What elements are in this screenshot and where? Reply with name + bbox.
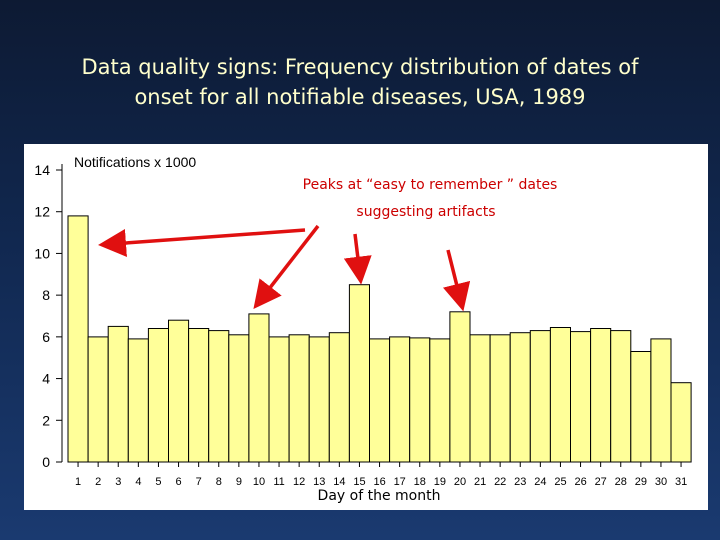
bar-day-30 xyxy=(650,338,672,463)
x-tick-label-10: 10 xyxy=(253,476,265,488)
bar-day-13 xyxy=(308,336,330,463)
annotation-arrow-day-20 xyxy=(442,249,471,312)
bar-day-16 xyxy=(369,338,391,463)
annotation-arrow-day-1 xyxy=(98,228,306,257)
x-tick-label-3: 3 xyxy=(115,476,121,488)
x-tick-label-29: 29 xyxy=(635,476,647,488)
x-tick-label-6: 6 xyxy=(176,476,182,488)
x-tick-label-2: 2 xyxy=(95,476,101,488)
bar-day-4 xyxy=(127,338,149,463)
y-tick-label-6: 6 xyxy=(42,329,50,345)
y-axis-label: Notifications x 1000 xyxy=(74,154,196,170)
x-tick-label-24: 24 xyxy=(534,476,546,488)
y-tick-label-4: 4 xyxy=(42,371,50,387)
bar-day-22 xyxy=(489,334,511,463)
annotation-line-2: suggesting artifacts xyxy=(356,204,495,220)
y-tick-label-2: 2 xyxy=(42,412,50,428)
title-line-2: onset for all notifiable diseases, USA, … xyxy=(134,85,586,109)
bar-day-6 xyxy=(168,319,190,463)
chart-title: Data quality signs: Frequency distributi… xyxy=(40,52,680,112)
bar-day-10 xyxy=(248,313,270,463)
bars-layer xyxy=(67,215,692,463)
x-tick-label-27: 27 xyxy=(595,476,607,488)
bar-day-26 xyxy=(570,331,592,463)
x-tick-label-21: 21 xyxy=(474,476,486,488)
bar-day-9 xyxy=(228,334,250,463)
annotation-line-1: Peaks at “easy to remember ” dates xyxy=(303,177,558,193)
x-tick-label-20: 20 xyxy=(454,476,466,488)
bar-day-5 xyxy=(147,328,169,463)
x-tick-label-12: 12 xyxy=(293,476,305,488)
x-tick-label-7: 7 xyxy=(196,476,202,488)
bar-day-23 xyxy=(509,332,531,463)
bar-day-7 xyxy=(188,328,210,463)
x-tick-label-8: 8 xyxy=(216,476,222,488)
x-tick-label-15: 15 xyxy=(353,476,365,488)
x-tick-label-26: 26 xyxy=(574,476,586,488)
title-line-1: Data quality signs: Frequency distributi… xyxy=(81,55,639,79)
bar-day-29 xyxy=(630,351,652,463)
bar-day-28 xyxy=(610,330,632,463)
bar-day-3 xyxy=(107,325,129,463)
bar-day-2 xyxy=(87,336,109,463)
x-tick-label-22: 22 xyxy=(494,476,506,488)
bar-day-20 xyxy=(449,311,471,463)
x-tick-label-17: 17 xyxy=(394,476,406,488)
x-tick-label-13: 13 xyxy=(313,476,325,488)
x-tick-label-19: 19 xyxy=(434,476,446,488)
bar-day-1 xyxy=(67,215,89,463)
bar-day-18 xyxy=(409,337,431,463)
bar-day-25 xyxy=(549,327,572,463)
y-tick-label-12: 12 xyxy=(34,204,50,220)
x-tick-label-23: 23 xyxy=(514,476,526,488)
y-tick-label-8: 8 xyxy=(42,287,50,303)
bar-day-15 xyxy=(348,284,370,463)
y-tick-label-10: 10 xyxy=(34,245,50,261)
x-tick-label-5: 5 xyxy=(155,476,161,488)
x-tick-label-25: 25 xyxy=(554,476,566,488)
x-tick-label-18: 18 xyxy=(414,476,426,488)
bar-day-11 xyxy=(268,336,290,463)
x-tick-label-30: 30 xyxy=(655,476,667,488)
x-tick-label-14: 14 xyxy=(333,476,345,488)
bar-day-19 xyxy=(429,338,451,463)
x-tick-label-11: 11 xyxy=(273,476,284,488)
bar-day-31 xyxy=(670,382,692,463)
x-tick-label-31: 31 xyxy=(675,476,687,488)
x-tick-label-28: 28 xyxy=(615,476,627,488)
x-tick-label-4: 4 xyxy=(135,476,141,488)
x-tick-label-16: 16 xyxy=(373,476,385,488)
x-axis-label: Day of the month xyxy=(318,488,441,504)
bar-day-27 xyxy=(590,328,612,463)
y-tick-label-0: 0 xyxy=(42,454,50,470)
bar-day-14 xyxy=(328,332,350,463)
y-tick-label-14: 14 xyxy=(34,162,50,178)
x-tick-label-9: 9 xyxy=(236,476,242,488)
bar-day-12 xyxy=(288,334,310,463)
bar-day-24 xyxy=(529,330,551,463)
bar-day-8 xyxy=(208,330,230,463)
annotation-arrow-day-15 xyxy=(343,233,372,285)
annotation-arrow-day-10 xyxy=(253,224,320,310)
bar-day-17 xyxy=(389,336,411,463)
bar-day-21 xyxy=(469,334,491,463)
annotation-layer: Peaks at “easy to remember ” dates sugges… xyxy=(98,177,558,312)
x-tick-label-1: 1 xyxy=(75,476,81,488)
